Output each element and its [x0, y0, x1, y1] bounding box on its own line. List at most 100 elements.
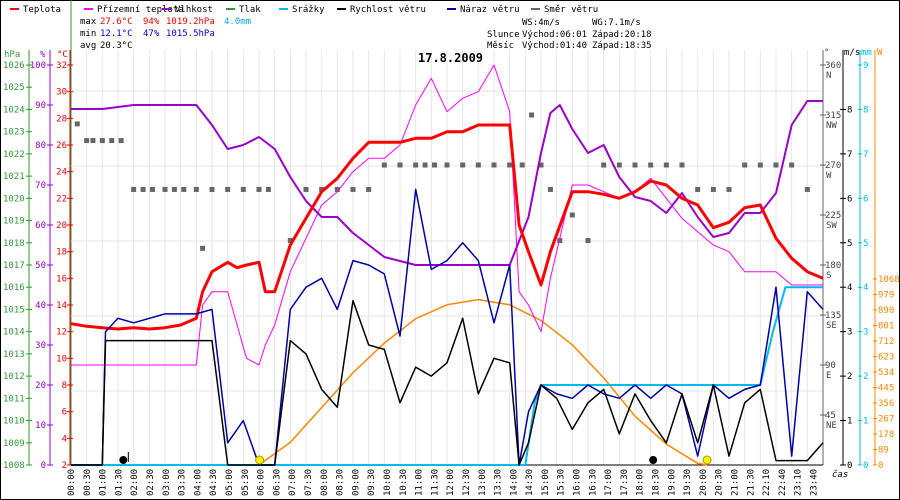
x-tick-label: 22:10 [762, 469, 772, 496]
moonrise: Východ:01:40 [522, 41, 587, 51]
pressure-tick: 1008 [3, 461, 25, 471]
solar-tick: 890 [878, 306, 894, 316]
x-tick-label: 02:30 [146, 469, 156, 496]
x-tick-label: 14:00 [509, 469, 519, 496]
x-tick-label: 23:40 [810, 469, 820, 496]
temperature-tick: 26 [56, 141, 67, 151]
stats-panel: max 27.6°C 94% 1019.2hPa 4.0mm min 12.1°… [80, 17, 251, 51]
direction-tick: 135 [825, 311, 841, 321]
moonset: Západ:18:35 [592, 41, 652, 51]
wind-direction-point [397, 162, 403, 168]
pressure-tick: 1013 [3, 350, 25, 360]
stats-rain: 4.0mm [224, 17, 251, 27]
legend-label: Náraz větru [460, 5, 520, 15]
series-teplota [70, 123, 824, 331]
x-tick-label: 13:00 [478, 469, 488, 496]
x-tick-label: 15:00 [541, 469, 551, 496]
x-tick-label: 03:00 [162, 469, 172, 496]
x-tick-label: 22:40 [778, 469, 788, 496]
pressure-tick: 1016 [3, 283, 25, 293]
wind-direction-point [99, 138, 105, 144]
x-tick-label: 23:10 [794, 469, 804, 496]
x-tick-label: 17:30 [620, 469, 630, 496]
direction-tick-dir: S [826, 271, 831, 281]
pressure-tick: 1025 [3, 83, 25, 93]
wind-direction-point [726, 186, 732, 192]
stats-avg-label: avg [80, 41, 96, 51]
sunrise-marker [255, 455, 265, 465]
x-tick-label: 18:30 [652, 469, 662, 496]
solar-tick: 0 [878, 461, 883, 471]
solar-tick: 712 [878, 337, 894, 347]
temperature-tick: 24 [56, 168, 67, 178]
wind-direction-point [444, 162, 450, 168]
direction-tick: 360 [825, 61, 841, 71]
x-tick-label: 14:30 [525, 469, 535, 496]
direction-tick-dir: N [826, 71, 831, 81]
wind-direction-point [547, 186, 553, 192]
x-tick-label: 13:30 [494, 469, 504, 496]
moon-label: Měsíc [487, 41, 514, 51]
moonset-marker [649, 456, 658, 464]
wind-direction-point [319, 186, 325, 192]
x-tick-label: 08:00 [320, 469, 330, 496]
direction-tick-dir: SE [826, 321, 837, 331]
chart-title: 17.8.2009 [418, 51, 483, 65]
pressure-tick: 1010 [3, 417, 25, 427]
series-naraz-vetru [71, 188, 824, 466]
direction-tick-dir: E [826, 371, 831, 381]
wind-direction-point [585, 238, 591, 244]
humidity-tick: 80 [35, 141, 46, 151]
rain-tick: 7 [863, 150, 868, 160]
wind-direction-point [131, 186, 137, 192]
solar-tick: 356 [878, 399, 894, 409]
pressure-tick: 1012 [3, 372, 25, 382]
temperature-tick: 10 [56, 354, 67, 364]
legend-label: Vlhkost [175, 5, 213, 15]
sun-moon-info: WS:4m/s WG:7.1m/s Slunce Východ:06:01 Západ:… [487, 18, 652, 51]
wind-direction-point [695, 186, 701, 192]
wind-gust-info: WG:7.1m/s [592, 18, 641, 28]
wind-direction-point [529, 112, 535, 118]
x-tick-label: 10:00 [383, 469, 393, 496]
wind-unit: m/s [844, 48, 860, 58]
legend-label: Teplota [23, 5, 61, 15]
wind-direction-point [431, 162, 437, 168]
legend-label: Tlak [239, 5, 261, 15]
humidity-unit: % [40, 50, 46, 60]
humidity-tick: 50 [35, 261, 46, 271]
humidity-tick: 100 [30, 61, 46, 71]
legend-item: Směr větru [531, 5, 598, 15]
x-tick-label: 20:30 [715, 469, 725, 496]
wind-direction-point [601, 162, 607, 168]
wind-direction-point [162, 186, 168, 192]
x-tick-label: 12:30 [462, 469, 472, 496]
wind-tick: 8 [847, 105, 852, 115]
x-tick-label: 20:00 [699, 469, 709, 496]
legend-label: Srážky [292, 5, 325, 15]
sun-label: Slunce [487, 30, 520, 40]
wind-tick: 7 [847, 150, 852, 160]
temperature-tick: 8 [62, 381, 67, 391]
direction-tick: 45 [825, 411, 836, 421]
temperature-tick: 14 [56, 301, 67, 311]
x-tick-label: 16:30 [588, 469, 598, 496]
series-prizemni-teplota [71, 64, 823, 366]
rain-tick: 4 [863, 283, 868, 293]
pressure-tick: 1026 [3, 61, 25, 71]
wind-direction-point [118, 138, 124, 144]
solar-tick: 1068 [878, 275, 900, 285]
x-tick-label: 21:30 [746, 469, 756, 496]
pressure-tick: 1020 [3, 194, 25, 204]
wind-tick: 5 [847, 239, 852, 249]
temperature-tick: 6 [62, 408, 67, 418]
wind-direction-point [181, 186, 187, 192]
x-tick-label: 01:30 [114, 469, 124, 496]
direction-tick: 90 [825, 361, 836, 371]
solar-tick: 534 [878, 368, 894, 378]
wind-tick: 1 [847, 417, 852, 427]
rain-tick: 0 [863, 461, 868, 471]
temperature-tick: 28 [56, 114, 67, 124]
stats-max-press: 1019.2hPa [166, 17, 215, 27]
wind-direction-point [773, 162, 779, 168]
